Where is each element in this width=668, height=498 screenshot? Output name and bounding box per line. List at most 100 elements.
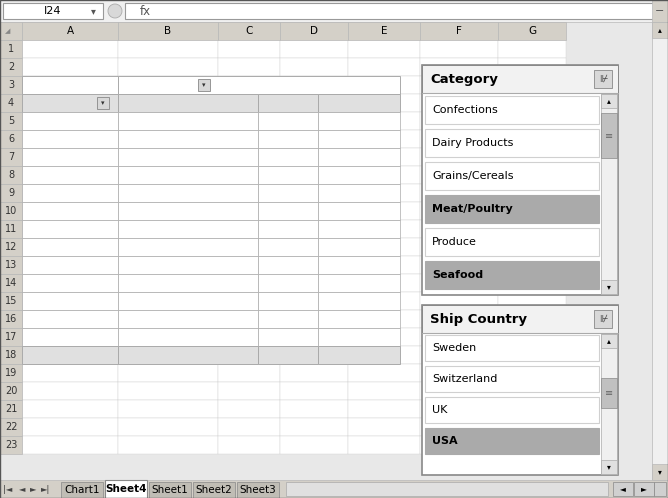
Text: Seafood: Seafood — [264, 98, 312, 108]
Bar — [601, 94, 617, 294]
Bar — [118, 400, 218, 418]
Bar — [22, 94, 118, 112]
Bar — [280, 364, 348, 382]
Text: F: F — [456, 26, 462, 36]
Bar — [258, 130, 318, 148]
Bar — [420, 310, 498, 328]
Bar — [498, 94, 566, 112]
Bar — [420, 238, 498, 256]
Text: ▾: ▾ — [607, 282, 611, 291]
Bar — [0, 220, 22, 238]
Text: Category: Category — [430, 73, 498, 86]
Text: 16: 16 — [5, 314, 17, 324]
Bar — [348, 202, 420, 220]
Text: ▾: ▾ — [658, 468, 662, 477]
Bar — [498, 202, 566, 220]
Bar — [118, 382, 218, 400]
Bar — [0, 238, 22, 256]
Bar — [280, 400, 348, 418]
Text: ►|: ►| — [41, 485, 50, 494]
Bar — [118, 364, 218, 382]
Text: 10: 10 — [5, 206, 17, 216]
Bar — [237, 482, 279, 498]
Text: ▴: ▴ — [607, 337, 611, 346]
Bar — [118, 238, 258, 256]
Bar — [420, 328, 498, 346]
Bar — [0, 202, 22, 220]
Bar — [118, 148, 218, 166]
Bar — [498, 148, 566, 166]
Bar — [22, 274, 118, 292]
Bar — [118, 220, 258, 238]
Bar — [218, 112, 280, 130]
Bar — [420, 166, 498, 184]
Bar — [601, 334, 617, 474]
Bar — [420, 184, 498, 202]
Bar — [498, 40, 566, 58]
Text: 2: 2 — [389, 242, 396, 252]
Bar — [22, 436, 118, 454]
Text: Grand Total: Grand Total — [26, 350, 94, 360]
Text: Elgin: Elgin — [40, 206, 65, 216]
Bar — [22, 130, 118, 148]
Bar — [218, 328, 280, 346]
Bar — [420, 220, 498, 238]
Bar — [420, 400, 498, 418]
Bar — [193, 482, 235, 498]
Text: 28: 28 — [383, 278, 396, 288]
Bar — [118, 418, 218, 436]
Bar — [318, 184, 400, 202]
Text: Ship Country: Ship Country — [430, 313, 527, 326]
Text: ◄: ◄ — [19, 485, 25, 494]
Bar — [22, 292, 118, 310]
Bar — [348, 148, 420, 166]
Bar — [22, 220, 118, 238]
Bar — [22, 94, 118, 112]
Bar — [420, 22, 498, 40]
Bar — [0, 166, 22, 184]
Text: Portland: Portland — [40, 278, 84, 288]
Bar — [425, 162, 599, 190]
Bar — [601, 378, 617, 408]
Text: Sheet4: Sheet4 — [106, 484, 147, 494]
Bar — [280, 148, 348, 166]
Bar — [318, 238, 400, 256]
Text: 9: 9 — [8, 188, 14, 198]
Bar — [318, 112, 400, 130]
Bar — [22, 292, 118, 310]
Bar — [118, 184, 258, 202]
Text: Dairy Products: Dairy Products — [432, 138, 514, 148]
Bar — [22, 112, 118, 130]
Text: ►: ► — [30, 485, 37, 494]
Bar — [498, 256, 566, 274]
Bar — [218, 346, 280, 364]
Bar — [422, 305, 618, 475]
Bar — [594, 70, 612, 88]
Text: USA: USA — [432, 436, 458, 446]
Bar — [118, 94, 218, 112]
Bar — [118, 238, 218, 256]
Bar — [0, 364, 22, 382]
Bar — [118, 112, 258, 130]
Text: Albuquerque: Albuquerque — [40, 134, 107, 144]
Bar — [0, 346, 22, 364]
Text: 825: 825 — [234, 170, 254, 180]
Bar — [22, 274, 118, 292]
Bar — [258, 166, 318, 184]
Bar — [348, 112, 420, 130]
Text: 18: 18 — [5, 350, 17, 360]
Text: Switzerland: Switzerland — [432, 374, 498, 384]
Bar — [118, 202, 218, 220]
Bar — [348, 418, 420, 436]
Bar — [280, 274, 348, 292]
Bar — [258, 292, 318, 310]
Bar — [498, 292, 566, 310]
Bar — [118, 166, 258, 184]
Text: 138: 138 — [234, 314, 254, 324]
Text: 146: 146 — [234, 134, 254, 144]
Bar — [0, 328, 22, 346]
Text: −: − — [655, 6, 665, 16]
Bar — [218, 166, 280, 184]
Bar — [498, 310, 566, 328]
Bar — [601, 280, 617, 294]
